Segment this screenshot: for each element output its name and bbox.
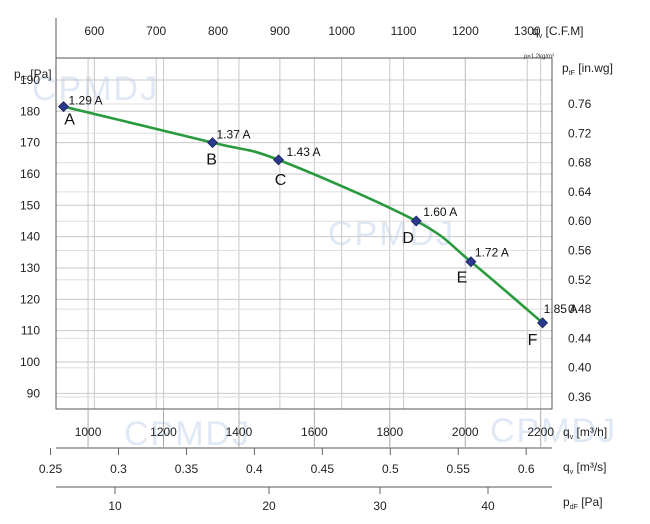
point-current-A: 1.29 A xyxy=(69,94,103,108)
x-tick-1800: 1800 xyxy=(376,425,403,439)
y-tick-100: 100 xyxy=(20,355,40,369)
x-tick-1600: 1600 xyxy=(301,425,328,439)
point-marker-A xyxy=(58,101,70,113)
x-tick-1000: 1000 xyxy=(75,425,102,439)
y-tick-180: 180 xyxy=(20,104,40,118)
right-tick-3: 0.64 xyxy=(568,185,592,199)
point-current-F: 1.85 A xyxy=(544,302,578,316)
right-tick-8: 0.44 xyxy=(568,331,592,345)
dyn-tick-20: 20 xyxy=(262,499,276,513)
top-axis-label: qv [C.F.M] xyxy=(532,24,584,40)
m3s-tick-0.5: 0.5 xyxy=(382,462,399,476)
top-tick-700: 700 xyxy=(146,24,166,38)
m3s-tick-0.25: 0.25 xyxy=(39,462,63,476)
series-line-0 xyxy=(63,105,544,324)
right-tick-4: 0.60 xyxy=(568,214,592,228)
point-marker-B xyxy=(207,137,219,149)
x-tick-2000: 2000 xyxy=(452,425,479,439)
grid xyxy=(56,58,552,409)
y-tick-190: 190 xyxy=(20,73,40,87)
x-tick-1200: 1200 xyxy=(150,425,177,439)
top-tick-1200: 1200 xyxy=(452,24,479,38)
point-letter-D: D xyxy=(402,230,414,247)
point-letter-C: C xyxy=(275,172,287,189)
y-tick-130: 130 xyxy=(20,261,40,275)
y-tick-90: 90 xyxy=(27,386,41,400)
point-current-B: 1.37 A xyxy=(217,128,251,142)
right-tick-5: 0.56 xyxy=(568,244,592,258)
watermark-text-3: CPMDJ xyxy=(124,415,251,453)
plot-border xyxy=(55,57,553,410)
point-letter-F: F xyxy=(528,332,538,349)
top-tick-800: 800 xyxy=(208,24,228,38)
right-axis-label: ptF [in.wg] xyxy=(562,61,613,77)
point-marker-F xyxy=(537,317,549,329)
point-marker-E xyxy=(465,256,477,268)
density-note: ρ=1.2kg/m³ xyxy=(524,54,554,60)
right-tick-9: 0.40 xyxy=(568,361,592,375)
point-current-E: 1.72 A xyxy=(475,246,509,260)
right-tick-7: 0.48 xyxy=(568,302,592,316)
top-tick-1000: 1000 xyxy=(328,24,355,38)
top-tick-600: 600 xyxy=(84,24,104,38)
series-layer: 1.29 A A 1.37 AB 1.43 AC 1.60 A D 1.72 A E 1.85 … xyxy=(58,94,578,349)
y-tick-120: 120 xyxy=(20,292,40,306)
dyn-tick-40: 40 xyxy=(481,499,495,513)
top-tick-1300: 1300 xyxy=(514,24,541,38)
point-letter-B: B xyxy=(206,152,217,169)
m3s-tick-0.6: 0.6 xyxy=(518,462,535,476)
point-marker-D xyxy=(410,215,422,227)
dyn-tick-10: 10 xyxy=(108,499,122,513)
y-tick-140: 140 xyxy=(20,230,40,244)
right-tick-6: 0.52 xyxy=(568,273,592,287)
m3s-tick-0.4: 0.4 xyxy=(246,462,263,476)
right-tick-0: 0.76 xyxy=(568,97,592,111)
y-tick-150: 150 xyxy=(20,198,40,212)
x-axis-label: qv [m³/h] xyxy=(563,425,607,441)
point-letter-E: E xyxy=(457,270,468,287)
dyn-tick-30: 30 xyxy=(373,499,387,513)
dyn-axis-label: pdF [Pa] xyxy=(563,495,603,511)
watermark-text-4: CPMDJ xyxy=(490,412,617,450)
point-current-C: 1.43 A xyxy=(287,145,321,159)
right-tick-1: 0.72 xyxy=(568,126,592,140)
y-axis-label: ptF [Pa] xyxy=(14,67,52,83)
top-tick-900: 900 xyxy=(270,24,290,38)
y-tick-170: 170 xyxy=(20,136,40,150)
m3s-tick-0.35: 0.35 xyxy=(175,462,199,476)
point-current-D: 1.60 A xyxy=(423,205,457,219)
x-tick-2200: 2200 xyxy=(527,425,554,439)
m3s-tick-0.55: 0.55 xyxy=(447,462,471,476)
y-tick-160: 160 xyxy=(20,167,40,181)
right-tick-10: 0.36 xyxy=(568,390,592,404)
m3s-axis-label: qv [m³/s] xyxy=(563,460,607,476)
plot-frame xyxy=(55,18,553,488)
y-tick-110: 110 xyxy=(21,324,40,338)
x-tick-1400: 1400 xyxy=(226,425,253,439)
top-tick-1100: 1100 xyxy=(391,24,417,38)
m3s-tick-0.45: 0.45 xyxy=(311,462,335,476)
point-marker-C xyxy=(273,154,285,166)
point-letter-A: A xyxy=(64,112,75,129)
right-tick-2: 0.68 xyxy=(568,156,592,170)
m3s-tick-0.3: 0.3 xyxy=(110,462,127,476)
